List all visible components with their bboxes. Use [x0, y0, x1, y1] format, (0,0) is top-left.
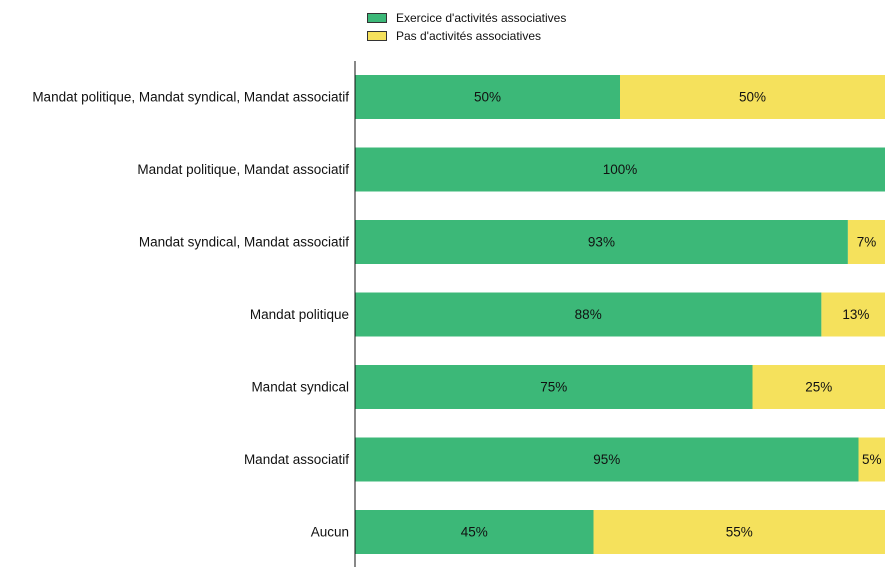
- legend-swatch-0: [367, 13, 387, 23]
- data-label: 95%: [593, 452, 620, 467]
- bar-exercice-segment: [355, 220, 848, 264]
- bar-pas-segment: [821, 292, 885, 337]
- data-label: 13%: [842, 307, 869, 322]
- data-label: 25%: [805, 380, 832, 395]
- bar-pas-segment: [620, 75, 885, 119]
- category-label: Mandat syndical, Mandat associatif: [139, 235, 349, 250]
- legend-label-0: Exercice d'activités associatives: [396, 11, 567, 25]
- data-label: 100%: [603, 162, 638, 177]
- bar-exercice-segment: [355, 75, 620, 119]
- data-label: 55%: [726, 525, 753, 540]
- data-label: 50%: [739, 90, 766, 105]
- bar-exercice-segment: [355, 437, 859, 482]
- data-label: 88%: [575, 307, 602, 322]
- data-label: 50%: [474, 90, 501, 105]
- category-label: Mandat politique: [250, 307, 349, 322]
- data-label: 7%: [857, 235, 877, 250]
- category-label: Mandat politique, Mandat associatif: [137, 162, 349, 177]
- bar-pas-segment: [847, 220, 885, 264]
- category-label: Mandat syndical: [251, 380, 349, 395]
- category-label: Mandat politique, Mandat syndical, Manda…: [32, 90, 349, 105]
- data-label: 45%: [461, 525, 488, 540]
- bar-exercice-segment: [355, 365, 753, 409]
- legend-item-0: Exercice d'activités associatives: [367, 11, 566, 25]
- bar-exercice-segment: [355, 147, 885, 192]
- data-label: 5%: [862, 452, 882, 467]
- legend-item-1: Pas d'activités associatives: [367, 29, 541, 43]
- bar-exercice-segment: [355, 510, 594, 554]
- data-label: 93%: [588, 235, 615, 250]
- legend-label-1: Pas d'activités associatives: [396, 29, 542, 43]
- legend-swatch-1: [367, 31, 387, 41]
- bar-exercice-segment: [355, 292, 822, 337]
- bar-pas-segment: [593, 510, 885, 554]
- data-label: 75%: [540, 380, 567, 395]
- bar-pas-segment: [752, 365, 885, 409]
- category-label: Aucun: [311, 525, 349, 540]
- category-label: Mandat associatif: [244, 452, 349, 467]
- bar-pas-segment: [858, 437, 885, 482]
